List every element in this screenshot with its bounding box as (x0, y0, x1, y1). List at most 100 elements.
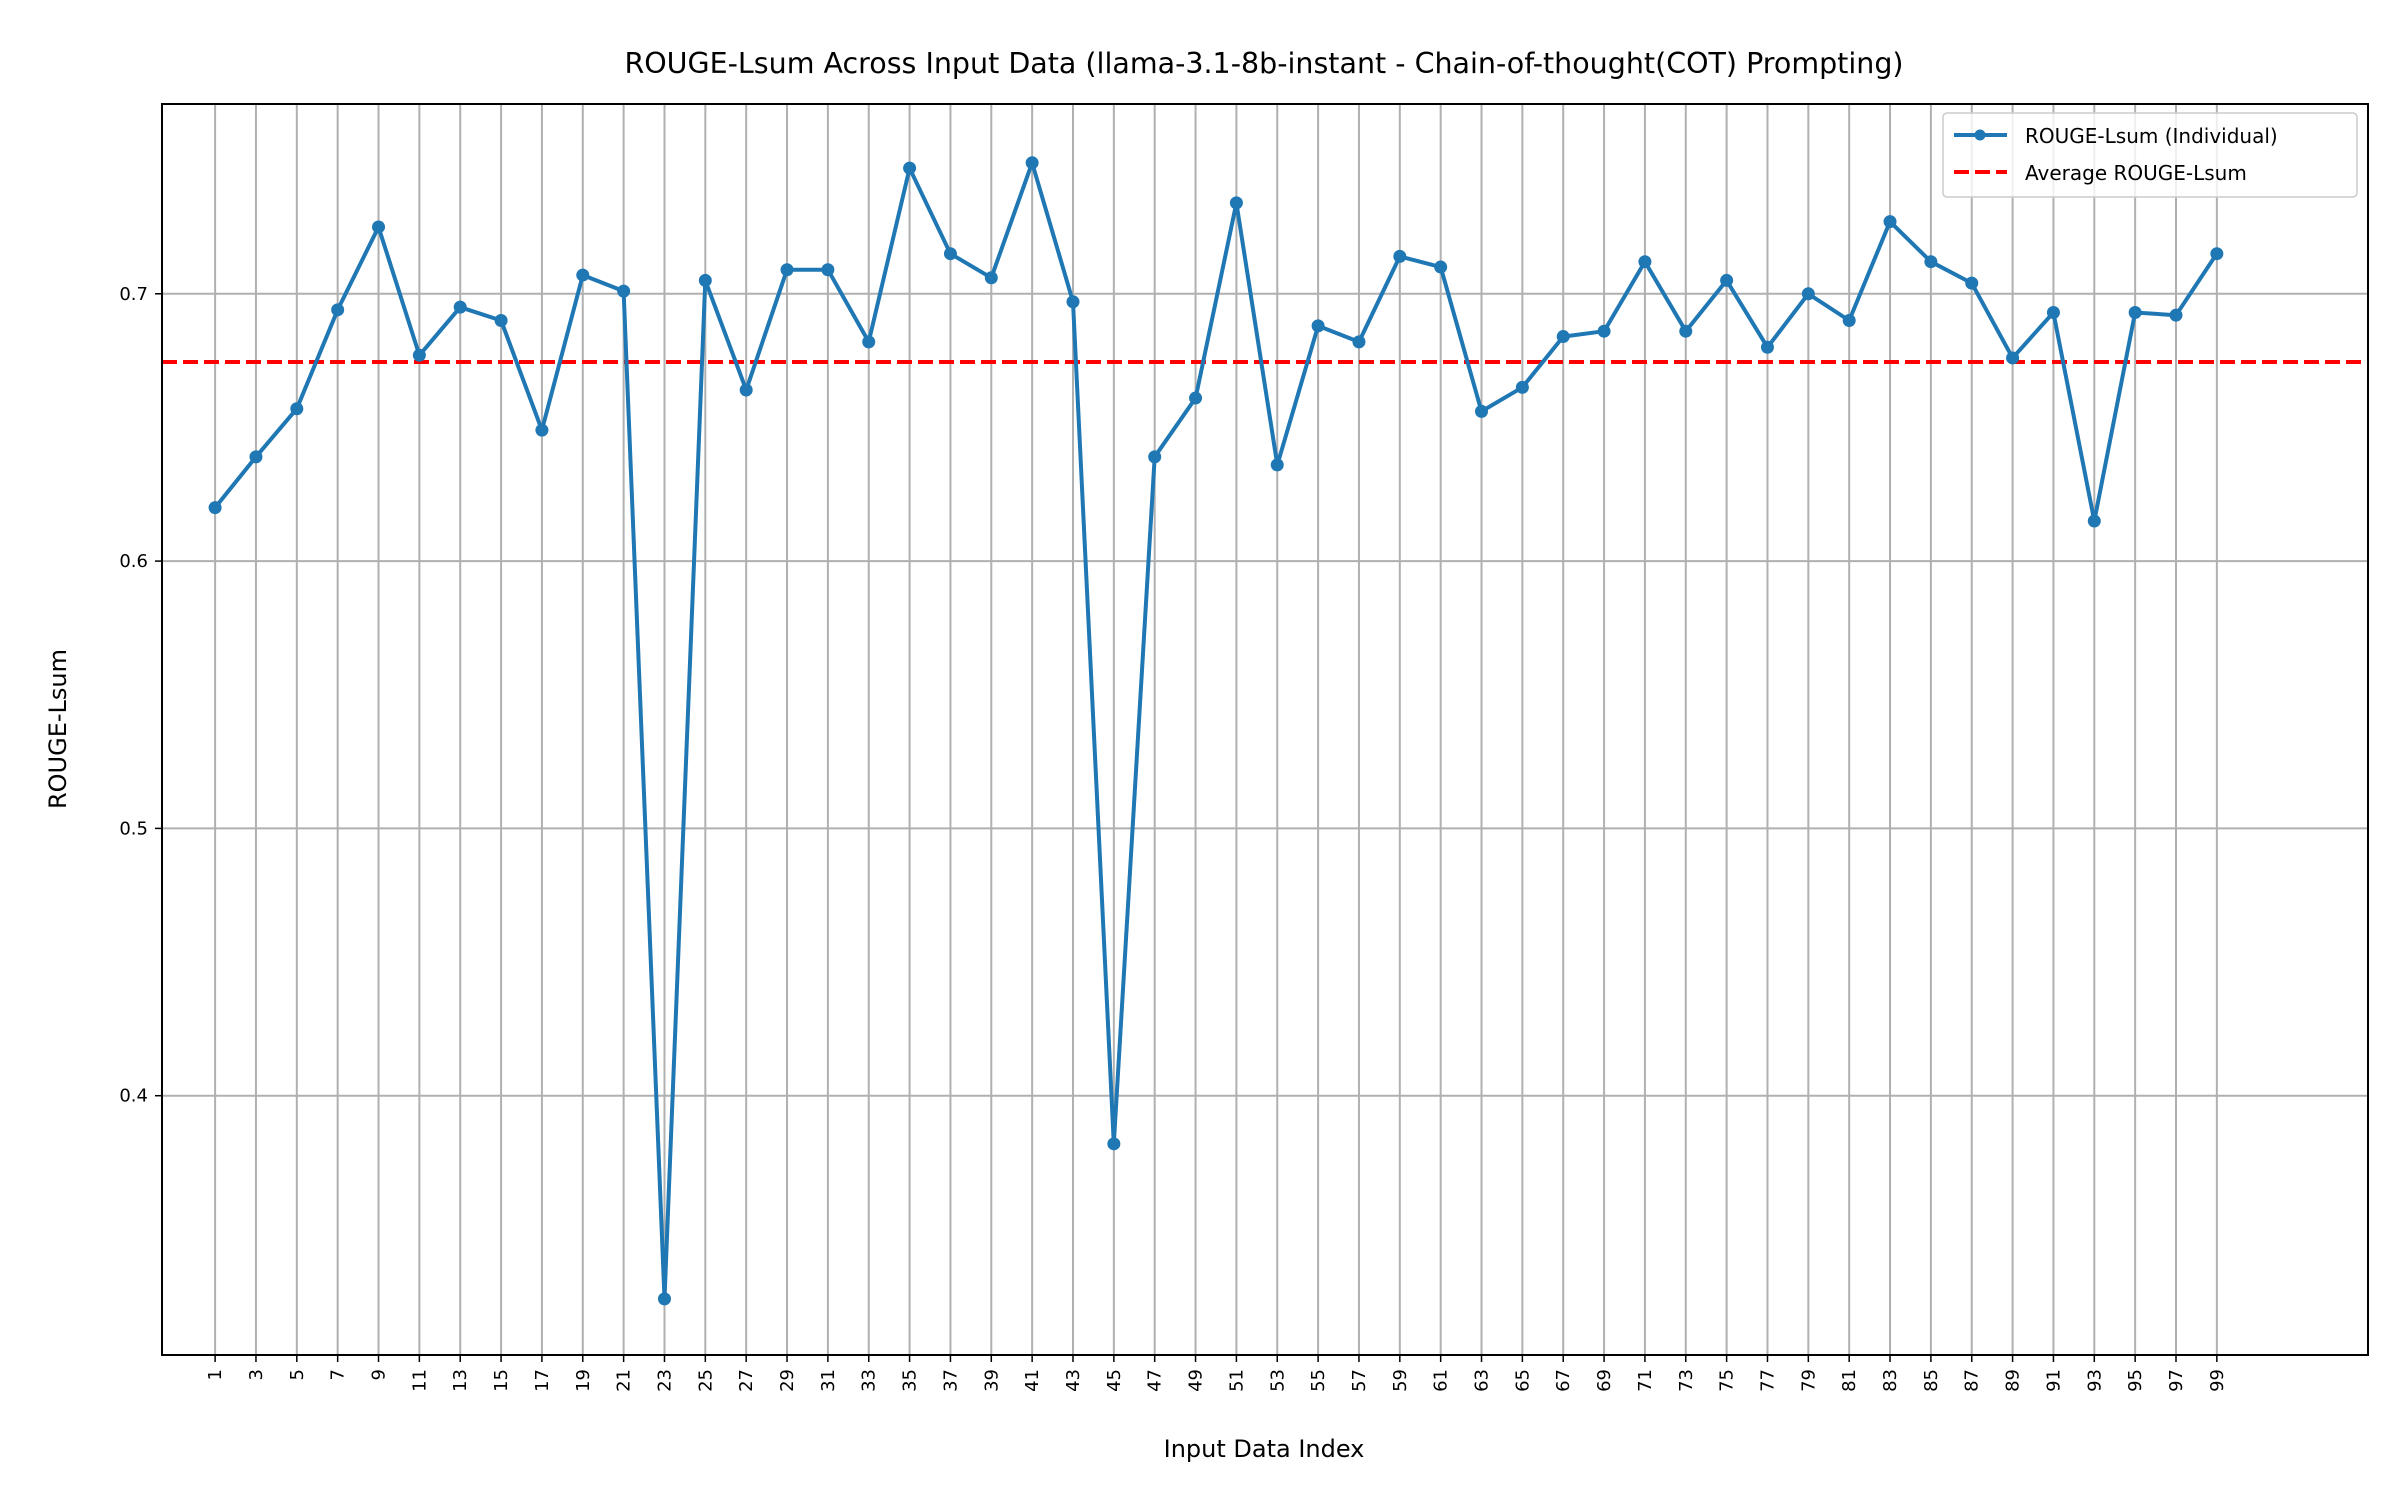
individual-data-point (1025, 156, 1039, 170)
series-layer (208, 156, 2224, 1306)
x-tick-label: 85 (1921, 1369, 1942, 1392)
individual-data-point (2169, 308, 2183, 322)
x-axis-label: Input Data Index (1164, 1435, 1365, 1463)
x-tick-label: 29 (777, 1369, 798, 1392)
individual-data-point (821, 263, 835, 277)
y-tick-label: 0.5 (119, 818, 148, 839)
x-tick-label: 77 (1757, 1369, 1778, 1392)
individual-data-point (1597, 324, 1611, 338)
x-tick-label: 37 (940, 1369, 961, 1392)
x-tick-label: 15 (491, 1369, 512, 1392)
individual-data-point (2006, 351, 2020, 365)
x-tick-label: 75 (1717, 1369, 1738, 1392)
x-tick-label: 73 (1676, 1369, 1697, 1392)
individual-data-point (535, 423, 549, 437)
individual-data-point (2210, 247, 2224, 261)
y-axis-label: ROUGE-Lsum (44, 649, 72, 809)
chart-title: ROUGE-Lsum Across Input Data (llama-3.1-… (624, 47, 1903, 80)
individual-data-point (576, 268, 590, 282)
x-tick-label: 23 (654, 1369, 675, 1392)
individual-data-point (494, 314, 508, 328)
x-tick-label: 89 (2003, 1369, 2024, 1392)
individual-data-point (739, 383, 753, 397)
x-tick-label: 83 (1880, 1369, 1901, 1392)
individual-data-point (1965, 276, 1979, 290)
individual-data-point (1515, 380, 1529, 394)
x-tick-label: 27 (736, 1369, 757, 1392)
individual-data-point (617, 284, 631, 298)
x-tick-label: 67 (1553, 1369, 1574, 1392)
x-tick-label: 63 (1472, 1369, 1493, 1392)
x-tick-label: 93 (2084, 1369, 2105, 1392)
individual-data-point (862, 335, 876, 349)
individual-data-point (249, 450, 263, 464)
individual-data-point (984, 271, 998, 285)
x-tick-label: 5 (287, 1369, 308, 1380)
legend-box (1942, 112, 2358, 198)
x-tick-label: 41 (1022, 1369, 1043, 1392)
individual-data-point (1434, 260, 1448, 274)
x-tick-label: 33 (859, 1369, 880, 1392)
individual-data-point (331, 303, 345, 317)
legend-marker-individual (1974, 129, 1986, 141)
x-tick-label: 19 (573, 1369, 594, 1392)
legend-label-average: Average ROUGE-Lsum (2025, 161, 2247, 185)
individual-data-point (1638, 255, 1652, 269)
individual-data-point (1352, 335, 1366, 349)
individual-data-point (1393, 249, 1407, 263)
x-tick-label: 57 (1349, 1369, 1370, 1392)
individual-data-point (372, 220, 386, 234)
individual-data-point (1189, 391, 1203, 405)
grid (162, 104, 2368, 1355)
x-tick-label: 3 (246, 1369, 267, 1380)
x-tick-label: 81 (1839, 1369, 1860, 1392)
individual-data-point (1801, 287, 1815, 301)
individual-data-point (1556, 330, 1570, 344)
individual-data-point (290, 402, 304, 416)
x-tick-label: 69 (1594, 1369, 1615, 1392)
individual-data-point (698, 273, 712, 287)
x-tick-label: 7 (328, 1369, 349, 1380)
plot-area-frame (161, 103, 2369, 1356)
x-axis-ticks: 1 3 5 7 9 11 13 15 17 19 21 23 25 27 29 31 33 35 37 39 41 43 4… (205, 1355, 2228, 1392)
legend-label-individual: ROUGE-Lsum (Individual) (2025, 124, 2278, 148)
x-tick-label: 97 (2166, 1369, 2187, 1392)
x-tick-label: 43 (1063, 1369, 1084, 1392)
individual-data-point (903, 161, 917, 175)
x-tick-label: 91 (2043, 1369, 2064, 1392)
x-tick-label: 53 (1267, 1369, 1288, 1392)
individual-data-point (657, 1292, 671, 1306)
individual-series-line (213, 160, 2219, 1301)
individual-data-point (1842, 314, 1856, 328)
individual-data-point (1924, 255, 1938, 269)
individual-data-point (208, 501, 222, 515)
x-tick-label: 71 (1635, 1369, 1656, 1392)
x-tick-label: 51 (1226, 1369, 1247, 1392)
individual-data-point (1270, 458, 1284, 472)
individual-data-point (412, 348, 426, 362)
x-tick-label: 79 (1798, 1369, 1819, 1392)
x-tick-label: 61 (1431, 1369, 1452, 1392)
individual-data-point (1229, 196, 1243, 210)
individual-data-point (453, 300, 467, 314)
x-tick-label: 35 (900, 1369, 921, 1392)
x-tick-label: 47 (1145, 1369, 1166, 1392)
x-tick-label: 45 (1104, 1369, 1125, 1392)
x-tick-label: 39 (981, 1369, 1002, 1392)
x-tick-label: 9 (369, 1369, 390, 1380)
individual-data-point (2128, 306, 2142, 319)
legend: ROUGE-Lsum (Individual) Average ROUGE-Ls… (1942, 112, 2358, 198)
x-tick-label: 65 (1512, 1369, 1533, 1392)
y-axis-ticks: 0.4 0.5 0.6 0.7 (119, 284, 162, 1107)
x-tick-label: 99 (2207, 1369, 2228, 1392)
x-tick-label: 21 (614, 1369, 635, 1392)
x-tick-label: 17 (532, 1369, 553, 1392)
y-tick-label: 0.7 (119, 284, 148, 305)
individual-data-point (1720, 273, 1734, 287)
individual-data-point (1107, 1137, 1121, 1151)
individual-data-point (1311, 319, 1325, 333)
x-tick-label: 55 (1308, 1369, 1329, 1392)
individual-data-point (1475, 404, 1489, 418)
